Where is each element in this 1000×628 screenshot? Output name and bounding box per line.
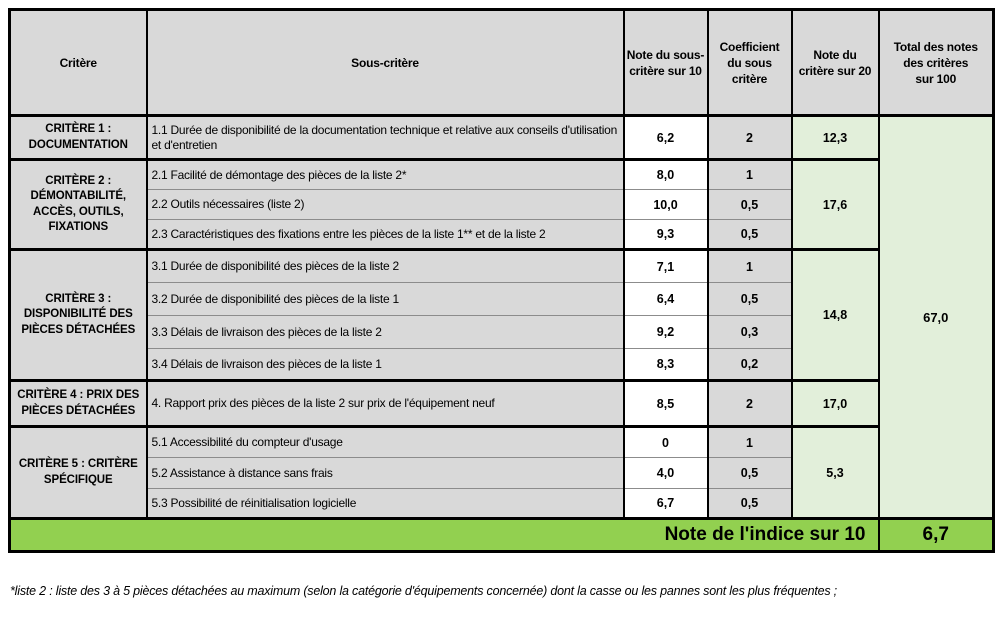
coef-3-1-cell: 1: [706, 248, 793, 283]
criterion-4-cell: CRITÈRE 4 : PRIX DES PIÈCES DÉTACHÉES: [8, 379, 148, 427]
subcriterion-3-1-cell: 3.1 Durée de disponibilité des pièces de…: [145, 248, 625, 283]
table-row: CRITÈRE 2 : DÉMONTABILITÉ, ACCÈS, OUTILS…: [8, 158, 994, 250]
note20-criterion-5-cell: 5,3: [790, 425, 880, 519]
note10-3-1-cell: 7,1: [622, 248, 709, 283]
note10-3-2-cell: 6,4: [622, 282, 709, 316]
coef-1-1-cell: 2: [706, 114, 793, 160]
criterion-1-cell: CRITÈRE 1 : DOCUMENTATION: [8, 114, 148, 160]
coef-5-1-cell: 1: [706, 425, 793, 458]
table-row: CRITÈRE 1 : DOCUMENTATION 1.1 Durée de d…: [8, 114, 995, 519]
subcriterion-5-3-cell: 5.3 Possibilité de réinitialisation logi…: [145, 488, 625, 519]
note10-5-3-cell: 6,7: [622, 488, 709, 519]
table-row: 2.2 Outils nécessaires (liste 2) 10,0 0,…: [10, 189, 994, 220]
table-row: 5.2 Assistance à distance sans frais 4,0…: [10, 457, 994, 489]
coef-2-3-cell: 0,5: [706, 219, 793, 250]
table-row: 5.3 Possibilité de réinitialisation logi…: [10, 488, 994, 519]
coef-3-4-cell: 0,2: [706, 348, 793, 381]
criterion-5-cell: CRITÈRE 5 : CRITÈRE SPÉCIFIQUE: [8, 425, 148, 519]
subcriterion-4-cell: 4. Rapport prix des pièces de la liste 2…: [145, 379, 625, 427]
note20-criterion-4-cell: 17,0: [790, 379, 880, 427]
table-row: 2.3 Caractéristiques des fixations entre…: [10, 219, 994, 250]
note10-2-2-cell: 10,0: [622, 189, 709, 220]
criterion-2-cell: CRITÈRE 2 : DÉMONTABILITÉ, ACCÈS, OUTILS…: [8, 158, 148, 250]
repairability-score-table: Critère Sous-critère Note du sous- critè…: [8, 8, 995, 553]
note10-1-1-cell: 6,2: [622, 114, 709, 160]
table-row: CRITÈRE 3 : DISPONIBILITÉ DES PIÈCES DÉT…: [8, 248, 994, 381]
total-sur-100-cell: 67,0: [877, 114, 995, 519]
header-note-critere: Note du critère sur 20: [790, 9, 880, 117]
index-score-row: Note de l'indice sur 10 6,7: [8, 517, 995, 552]
subcriterion-3-2-cell: 3.2 Durée de disponibilité des pièces de…: [145, 282, 625, 316]
footnotes: *liste 2 : liste des 3 à 5 pièces détach…: [10, 558, 992, 628]
subcriterion-1-1-cell: 1.1 Durée de disponibilité de la documen…: [145, 114, 625, 160]
coef-2-2-cell: 0,5: [706, 189, 793, 220]
note10-2-3-cell: 9,3: [622, 219, 709, 250]
note20-criterion-3-cell: 14,8: [790, 248, 880, 381]
subcriterion-2-3-cell: 2.3 Caractéristiques des fixations entre…: [145, 219, 625, 250]
table-row: 3.4 Délais de livraison des pièces de la…: [10, 348, 994, 381]
coef-4-cell: 2: [706, 379, 793, 427]
coef-3-2-cell: 0,5: [706, 282, 793, 316]
note10-5-2-cell: 4,0: [622, 457, 709, 489]
subcriterion-5-1-cell: 5.1 Accessibilité du compteur d'usage: [145, 425, 625, 458]
note10-4-cell: 8,5: [622, 379, 709, 427]
table-row: CRITÈRE 5 : CRITÈRE SPÉCIFIQUE 5.1 Acces…: [8, 425, 994, 519]
footnote-liste-1: **liste 1 : liste de 10 autres pièces dé…: [10, 624, 992, 628]
table-row: 3.3 Délais de livraison des pièces de la…: [10, 315, 994, 349]
coef-5-3-cell: 0,5: [706, 488, 793, 519]
header-sous-critere: Sous-critère: [145, 9, 625, 117]
subcriterion-5-2-cell: 5.2 Assistance à distance sans frais: [145, 457, 625, 489]
header-note-sous-critere: Note du sous- critère sur 10: [622, 9, 709, 117]
header-total: Total des notes des critères sur 100: [877, 9, 995, 117]
note10-5-1-cell: 0: [622, 425, 709, 458]
coef-5-2-cell: 0,5: [706, 457, 793, 489]
note20-criterion-2-cell: 17,6: [790, 158, 880, 250]
header-critere: Critère: [8, 9, 148, 117]
note10-2-1-cell: 8,0: [622, 158, 709, 190]
index-score-value: 6,7: [877, 517, 995, 552]
note10-3-4-cell: 8,3: [622, 348, 709, 381]
note10-3-3-cell: 9,2: [622, 315, 709, 349]
subcriterion-3-4-cell: 3.4 Délais de livraison des pièces de la…: [145, 348, 625, 381]
subcriterion-3-3-cell: 3.3 Délais de livraison des pièces de la…: [145, 315, 625, 349]
index-score-label: Note de l'indice sur 10: [8, 517, 880, 552]
note20-criterion-1-cell: 12,3: [790, 114, 880, 160]
header-row: Critère Sous-critère Note du sous- critè…: [8, 9, 995, 117]
coef-2-1-cell: 1: [706, 158, 793, 190]
table-row: CRITÈRE 4 : PRIX DES PIÈCES DÉTACHÉES 4.…: [8, 379, 994, 427]
coef-3-3-cell: 0,3: [706, 315, 793, 349]
table-row: 3.2 Durée de disponibilité des pièces de…: [10, 282, 994, 316]
footnote-liste-2: *liste 2 : liste des 3 à 5 pièces détach…: [10, 584, 837, 598]
criterion-3-cell: CRITÈRE 3 : DISPONIBILITÉ DES PIÈCES DÉT…: [8, 248, 148, 381]
subcriterion-2-2-cell: 2.2 Outils nécessaires (liste 2): [145, 189, 625, 220]
subcriterion-2-1-cell: 2.1 Facilité de démontage des pièces de …: [145, 158, 625, 190]
header-coefficient: Coefficient du sous critère: [706, 9, 793, 117]
